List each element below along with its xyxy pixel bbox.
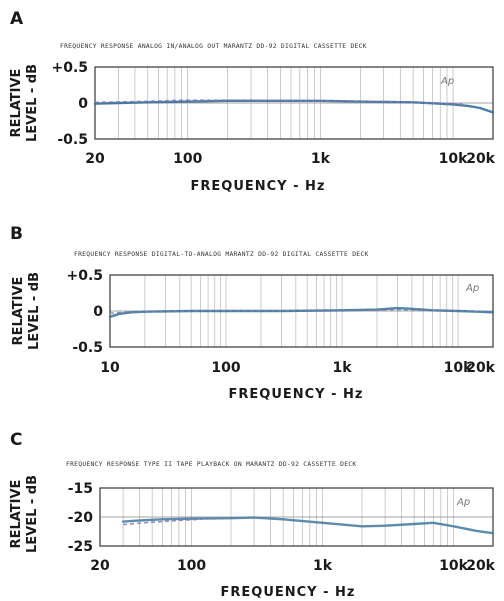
horizontal-gridlines [100, 487, 493, 547]
panel-letter: C [10, 430, 22, 450]
chart-title: FREQUENCY RESPONSE DIGITAL-TO-ANALOG MAR… [74, 251, 369, 258]
y-tick-label: 0 [93, 304, 103, 320]
y-axis-label-line: RELATIVE [9, 480, 24, 549]
chart-panel-a: A FREQUENCY RESPONSE ANALOG IN/ANALOG OUT… [9, 9, 496, 194]
y-axis-label-line: LEVEL - dB [27, 272, 42, 350]
x-tick-label: 20k [466, 360, 495, 376]
x-tick-label: 10k [444, 360, 473, 376]
panel-letter: A [10, 9, 24, 29]
x-axis-label: FREQUENCY - Hz [229, 387, 364, 402]
y-axis-label-line: RELATIVE [9, 69, 24, 138]
x-tick-label: 1k [333, 360, 353, 376]
x-tick-label: 20 [90, 558, 110, 574]
x-tick-label: 1k [311, 151, 331, 167]
y-axis-label-line: RELATIVE [11, 277, 26, 346]
y-tick-label: +0.5 [51, 60, 88, 76]
x-tick-label: 20k [466, 558, 495, 574]
x-tick-label: 100 [173, 151, 202, 167]
panel-letter: B [10, 224, 23, 244]
y-tick-label: -15 [68, 481, 93, 497]
x-axis-label: FREQUENCY - Hz [191, 179, 326, 194]
x-axis-label: FREQUENCY - Hz [221, 585, 356, 600]
series-line-2 [123, 518, 202, 526]
y-axis-label-line: LEVEL - dB [25, 475, 40, 553]
x-tick-label: 10k [439, 151, 468, 167]
plot-frame [109, 274, 494, 348]
y-tick-label: -25 [68, 539, 93, 555]
y-tick-label: -0.5 [57, 132, 88, 148]
chart-panel-c: C FREQUENCY RESPONSE TYPE II TAPE PLAYBAC… [9, 430, 496, 600]
series-line-1 [121, 516, 495, 535]
chart-title: FREQUENCY RESPONSE ANALOG IN/ANALOG OUT … [60, 43, 367, 50]
x-tick-label: 1k [313, 558, 333, 574]
series-line-1 [108, 306, 495, 318]
y-tick-label: +0.5 [66, 268, 103, 284]
series-line-2 [94, 99, 464, 106]
ap-logo: Ap [456, 497, 470, 508]
ap-logo: Ap [440, 76, 454, 87]
x-tick-label: 10 [100, 360, 120, 376]
ap-logo: Ap [465, 283, 479, 294]
chart-title: FREQUENCY RESPONSE TYPE II TAPE PLAYBACK… [66, 461, 356, 468]
chart-panel-b: B FREQUENCY RESPONSE DIGITAL-TO-ANALOG MA… [10, 224, 496, 402]
plot-frame [99, 487, 494, 547]
x-tick-label: 100 [177, 558, 206, 574]
y-tick-label: 0 [78, 96, 88, 112]
y-tick-label: -20 [68, 510, 94, 526]
x-tick-label: 100 [211, 360, 240, 376]
y-axis-label-line: LEVEL - dB [25, 64, 40, 142]
x-tick-label: 10k [439, 558, 468, 574]
x-tick-label: 20k [466, 151, 495, 167]
x-tick-label: 20 [85, 151, 105, 167]
y-tick-label: -0.5 [72, 340, 103, 356]
